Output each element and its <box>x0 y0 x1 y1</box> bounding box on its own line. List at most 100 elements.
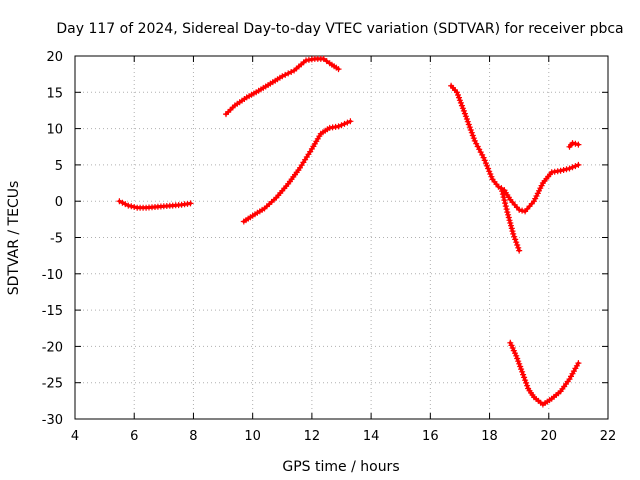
x-axis-title: GPS time / hours <box>282 459 399 475</box>
data-point <box>505 214 512 221</box>
axis-ticks: 4 6 8 10 12 14 16 18 20 22 -30 -25 -20 -15 -10 -5 0 5 10 15… <box>42 50 617 444</box>
data-point <box>514 242 521 248</box>
data-point <box>347 118 354 125</box>
series-trace <box>224 57 341 116</box>
y-tick-label: -15 <box>42 304 63 319</box>
data-point <box>507 220 514 226</box>
x-tick-label: 18 <box>481 429 498 444</box>
data-point <box>572 140 579 147</box>
data-point <box>516 247 523 254</box>
data-point <box>465 121 472 128</box>
y-tick-label: 10 <box>46 123 63 138</box>
data-point <box>575 360 582 367</box>
data-point <box>518 366 525 373</box>
series-trace <box>508 341 580 407</box>
data-point <box>469 132 476 139</box>
data-point <box>501 197 508 204</box>
data-point <box>335 66 342 73</box>
data-point <box>480 154 487 161</box>
x-tick-label: 16 <box>422 429 439 444</box>
data-point <box>519 207 526 214</box>
x-tick-label: 10 <box>244 429 261 444</box>
data-point <box>467 127 474 133</box>
data-point <box>341 120 348 127</box>
data-point <box>187 200 194 207</box>
grid <box>75 56 608 419</box>
y-tick-label: -5 <box>50 232 63 247</box>
data-point <box>509 228 516 235</box>
data-point <box>503 206 510 213</box>
data-point <box>484 162 490 169</box>
series-arc-6 <box>501 161 582 215</box>
data-point <box>481 157 488 164</box>
data-point <box>463 116 470 122</box>
x-tick-label: 6 <box>130 429 138 444</box>
data-point <box>458 102 465 109</box>
data-point <box>560 167 567 173</box>
y-tick-label: -20 <box>42 340 63 355</box>
series-arc-2 <box>223 55 342 118</box>
data-point <box>524 382 531 389</box>
x-tick-label: 20 <box>541 429 558 444</box>
data-point <box>514 355 521 362</box>
chart-title: Day 117 of 2024, Sidereal Day-to-day VTE… <box>56 21 623 37</box>
data-point <box>461 110 468 117</box>
data-point <box>515 244 522 251</box>
data-point <box>513 352 520 359</box>
data-point <box>485 165 492 172</box>
data-point <box>521 374 528 381</box>
data-point <box>131 204 138 210</box>
data-point <box>482 160 489 167</box>
data-point <box>335 123 342 130</box>
data-point <box>505 211 512 218</box>
data-point <box>456 94 462 101</box>
y-tick-label: 20 <box>46 50 63 65</box>
data-point <box>572 163 579 170</box>
data-point <box>338 122 345 129</box>
data-point <box>470 135 477 142</box>
series-arc-1 <box>116 198 194 211</box>
x-tick-label: 22 <box>600 429 617 444</box>
data-point <box>466 124 473 131</box>
data-point <box>468 129 475 136</box>
data-point <box>487 171 494 177</box>
data-point <box>520 371 527 378</box>
data-point <box>460 107 467 114</box>
series-trace <box>449 84 506 192</box>
data-point <box>516 360 523 367</box>
y-tick-label: -25 <box>42 377 63 392</box>
y-axis-title: SDTVAR / TECUs <box>6 181 22 296</box>
x-tick-label: 4 <box>71 429 79 444</box>
data-point <box>569 164 576 171</box>
data-point <box>128 203 135 210</box>
y-tick-label: 0 <box>55 195 63 210</box>
series-arc-3 <box>240 118 354 225</box>
data-point <box>502 200 509 207</box>
data-point <box>510 230 517 237</box>
data-point <box>457 99 464 106</box>
data-point <box>557 167 564 174</box>
data-point <box>575 141 582 148</box>
data-point <box>464 118 471 125</box>
data-point <box>344 119 351 126</box>
data-point <box>513 239 520 246</box>
data-point <box>500 194 507 201</box>
data-point <box>508 222 514 229</box>
y-tick-label: -10 <box>42 268 63 283</box>
data-point <box>575 161 582 168</box>
data-point <box>125 202 132 209</box>
data-point <box>504 209 511 216</box>
data-point <box>523 379 530 386</box>
y-tick-label: 15 <box>46 86 63 101</box>
y-tick-label: -30 <box>42 413 63 428</box>
data-point <box>502 203 509 210</box>
data-point <box>486 168 493 175</box>
series-arc-7 <box>566 140 582 150</box>
data-point <box>462 113 469 120</box>
data-point <box>563 166 570 173</box>
data-point <box>522 377 529 384</box>
data-point <box>506 217 513 224</box>
series-arc-5 <box>498 185 523 254</box>
plot-frame <box>74 55 609 420</box>
